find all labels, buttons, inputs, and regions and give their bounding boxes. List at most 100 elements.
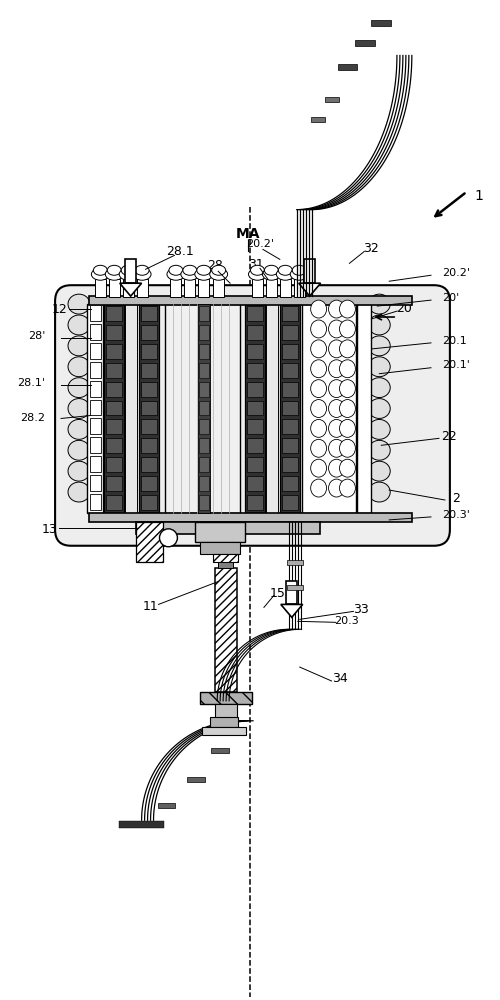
Ellipse shape <box>169 265 183 275</box>
Ellipse shape <box>264 265 278 275</box>
Bar <box>140 401 156 415</box>
Bar <box>202 727 246 735</box>
Ellipse shape <box>328 320 344 338</box>
Ellipse shape <box>181 268 199 280</box>
Text: 28.2: 28.2 <box>20 413 45 423</box>
Bar <box>106 457 122 472</box>
Bar <box>90 475 101 491</box>
Ellipse shape <box>310 459 326 477</box>
Bar <box>356 40 376 46</box>
Bar <box>198 279 209 297</box>
Ellipse shape <box>106 268 123 280</box>
Ellipse shape <box>248 268 266 280</box>
Ellipse shape <box>328 360 344 378</box>
Bar <box>90 305 101 321</box>
Bar <box>266 279 277 297</box>
Ellipse shape <box>368 461 390 481</box>
Text: 13: 13 <box>41 523 57 536</box>
Text: 28.1': 28.1' <box>17 378 45 388</box>
Bar <box>106 419 122 434</box>
Bar <box>125 259 136 283</box>
Bar <box>247 382 263 397</box>
Bar <box>95 279 106 297</box>
Bar <box>136 279 147 297</box>
Bar <box>282 401 298 415</box>
Bar <box>282 306 298 321</box>
Bar <box>140 306 156 321</box>
Ellipse shape <box>68 336 90 356</box>
Bar <box>287 585 302 589</box>
Bar <box>89 296 412 305</box>
Text: 20: 20 <box>396 302 412 315</box>
Bar <box>200 692 252 704</box>
Ellipse shape <box>94 265 108 275</box>
Text: 28.1: 28.1 <box>166 245 194 258</box>
Ellipse shape <box>310 400 326 417</box>
Ellipse shape <box>368 315 390 335</box>
Bar <box>196 522 245 542</box>
Ellipse shape <box>328 380 344 398</box>
Ellipse shape <box>160 529 178 547</box>
Ellipse shape <box>135 265 149 275</box>
Bar <box>90 418 101 434</box>
Ellipse shape <box>310 380 326 398</box>
Ellipse shape <box>328 439 344 457</box>
Ellipse shape <box>310 419 326 437</box>
Ellipse shape <box>328 300 344 318</box>
Bar <box>282 344 298 359</box>
Text: 33: 33 <box>354 603 370 616</box>
Bar <box>282 495 298 510</box>
Bar <box>215 568 237 692</box>
Ellipse shape <box>310 300 326 318</box>
Ellipse shape <box>292 265 306 275</box>
Ellipse shape <box>328 400 344 417</box>
Bar <box>210 717 238 727</box>
Bar <box>215 704 237 719</box>
Ellipse shape <box>328 419 344 437</box>
Bar <box>280 304 299 513</box>
Ellipse shape <box>368 482 390 502</box>
Bar <box>358 304 372 513</box>
Bar <box>140 363 156 378</box>
Text: 20.3': 20.3' <box>442 510 470 520</box>
Bar <box>124 304 136 513</box>
Ellipse shape <box>276 268 294 280</box>
Bar <box>140 438 156 453</box>
Bar <box>247 495 263 510</box>
Bar <box>106 382 122 397</box>
Text: 20.2': 20.2' <box>246 239 274 249</box>
Ellipse shape <box>195 268 212 280</box>
Text: 28: 28 <box>208 259 223 272</box>
Bar <box>200 382 209 397</box>
Bar <box>294 279 304 297</box>
Bar <box>140 476 156 491</box>
Ellipse shape <box>68 399 90 418</box>
Bar <box>106 495 122 510</box>
Bar <box>302 304 356 513</box>
Bar <box>252 279 263 297</box>
Ellipse shape <box>108 265 121 275</box>
Bar <box>247 476 263 491</box>
Ellipse shape <box>340 300 355 318</box>
Polygon shape <box>120 283 142 296</box>
Bar <box>200 401 209 415</box>
Text: 20.1': 20.1' <box>442 360 470 370</box>
Bar <box>372 20 391 26</box>
Bar <box>106 344 122 359</box>
Bar <box>109 279 120 297</box>
Bar <box>266 304 278 513</box>
Ellipse shape <box>368 357 390 377</box>
Ellipse shape <box>340 340 355 358</box>
Bar <box>200 306 209 321</box>
Ellipse shape <box>368 378 390 398</box>
Ellipse shape <box>133 268 151 280</box>
Ellipse shape <box>340 459 355 477</box>
Ellipse shape <box>310 439 326 457</box>
Text: 28': 28' <box>28 331 45 341</box>
Bar <box>282 363 298 378</box>
Bar <box>324 97 338 102</box>
Ellipse shape <box>328 459 344 477</box>
Bar <box>245 304 265 513</box>
Bar <box>89 513 412 522</box>
Bar <box>282 476 298 491</box>
